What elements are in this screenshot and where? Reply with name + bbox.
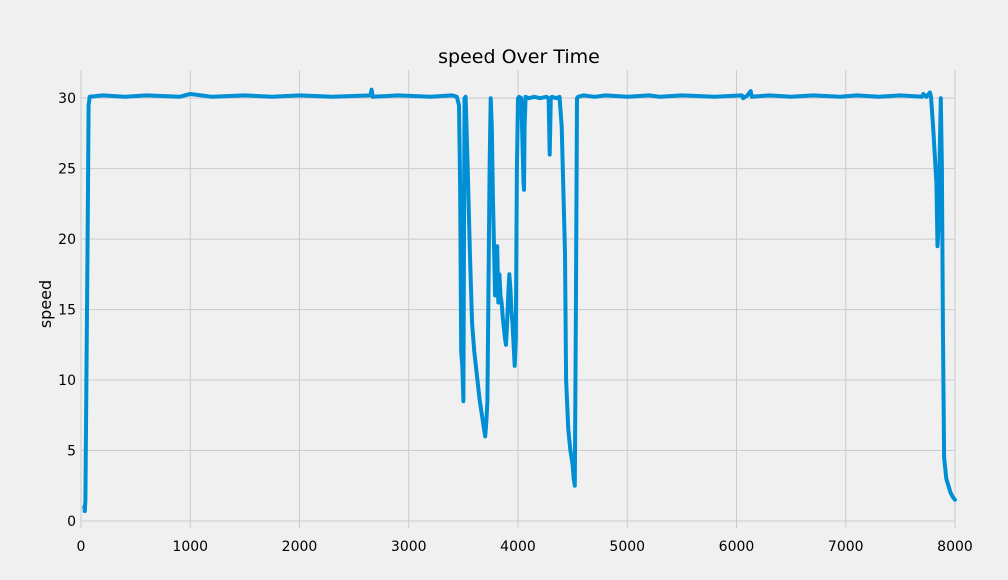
x-tick-label: 6000 bbox=[719, 539, 755, 555]
y-tick-label: 10 bbox=[58, 373, 76, 389]
x-tick-label: 0 bbox=[77, 539, 86, 555]
x-tick-labels: 0 1000 2000 3000 4000 5000 6000 7000 8000 bbox=[77, 539, 973, 555]
x-tick-label: 8000 bbox=[937, 539, 973, 555]
series-line bbox=[82, 87, 957, 514]
y-tick-label: 30 bbox=[58, 91, 76, 107]
x-tick-label: 4000 bbox=[500, 539, 536, 555]
x-tick-label: 2000 bbox=[282, 539, 318, 555]
y-tick-label: 0 bbox=[67, 514, 76, 530]
x-tick-label: 3000 bbox=[391, 539, 427, 555]
chart-title: speed Over Time bbox=[438, 46, 600, 68]
x-tick-label: 7000 bbox=[828, 539, 864, 555]
y-tick-label: 25 bbox=[58, 162, 76, 178]
series-layer bbox=[82, 87, 957, 514]
y-tick-label: 5 bbox=[67, 443, 76, 459]
x-tick-label: 5000 bbox=[609, 539, 645, 555]
y-axis-label: speed bbox=[36, 280, 55, 328]
y-tick-label: 20 bbox=[58, 232, 76, 248]
y-tick-label: 15 bbox=[58, 303, 76, 319]
y-tick-labels: 0 5 10 15 20 25 30 bbox=[58, 91, 76, 530]
x-tick-label: 1000 bbox=[172, 539, 208, 555]
